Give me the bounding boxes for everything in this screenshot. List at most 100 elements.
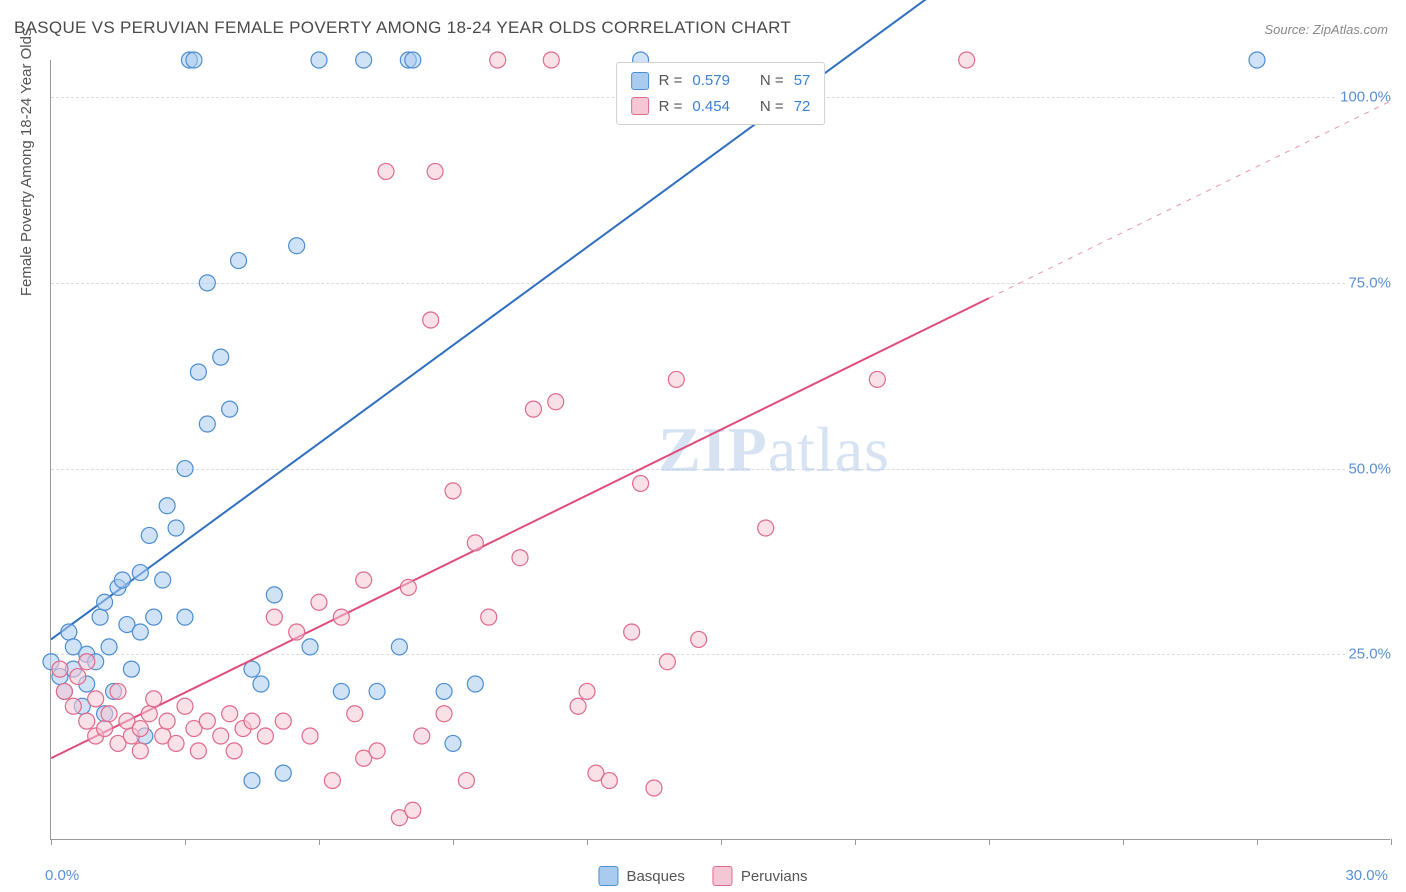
data-point <box>414 728 430 744</box>
data-point <box>141 706 157 722</box>
data-point <box>199 416 215 432</box>
stat-r-label: R = <box>659 68 683 94</box>
data-point <box>222 401 238 417</box>
data-point <box>405 802 421 818</box>
data-point <box>624 624 640 640</box>
data-point <box>467 535 483 551</box>
legend-swatch <box>631 72 649 90</box>
x-max-label: 30.0% <box>1345 867 1388 884</box>
x-tick <box>185 839 186 845</box>
data-point <box>114 572 130 588</box>
data-point <box>481 609 497 625</box>
data-point <box>490 52 506 68</box>
chart-title: BASQUE VS PERUVIAN FEMALE POVERTY AMONG … <box>14 18 791 38</box>
x-tick <box>1123 839 1124 845</box>
x-tick <box>51 839 52 845</box>
data-point <box>311 52 327 68</box>
x-tick <box>721 839 722 845</box>
data-point <box>159 713 175 729</box>
data-point <box>199 275 215 291</box>
data-point <box>512 550 528 566</box>
data-point <box>543 52 559 68</box>
stat-n-label: N = <box>760 68 784 94</box>
data-point <box>65 698 81 714</box>
data-point <box>110 683 126 699</box>
data-point <box>378 163 394 179</box>
data-point <box>70 669 86 685</box>
x-tick <box>453 839 454 845</box>
y-axis-label: Female Poverty Among 18-24 Year Olds <box>18 29 35 297</box>
data-point <box>691 631 707 647</box>
data-point <box>244 661 260 677</box>
legend-label: Basques <box>626 868 684 885</box>
data-point <box>601 773 617 789</box>
data-point <box>97 721 113 737</box>
chart-svg <box>51 60 1390 839</box>
plot-area: 25.0%50.0%75.0%100.0% ZIPatlas R = 0.579… <box>50 60 1390 840</box>
data-point <box>159 498 175 514</box>
data-point <box>525 401 541 417</box>
data-point <box>356 572 372 588</box>
source-label: Source: ZipAtlas.com <box>1264 22 1388 37</box>
data-point <box>646 780 662 796</box>
x-tick <box>587 839 588 845</box>
data-point <box>369 743 385 759</box>
data-point <box>177 461 193 477</box>
data-point <box>132 624 148 640</box>
data-point <box>88 691 104 707</box>
data-point <box>155 572 171 588</box>
data-point <box>177 698 193 714</box>
data-point <box>289 238 305 254</box>
data-point <box>266 587 282 603</box>
data-point <box>213 349 229 365</box>
data-point <box>436 683 452 699</box>
data-point <box>213 728 229 744</box>
stats-legend-row: R = 0.454N = 72 <box>631 94 811 120</box>
data-point <box>132 721 148 737</box>
data-point <box>400 579 416 595</box>
data-point <box>633 475 649 491</box>
stat-n-value: 57 <box>794 68 811 94</box>
data-point <box>445 483 461 499</box>
data-point <box>146 691 162 707</box>
legend-swatch <box>598 866 618 886</box>
stat-r-label: R = <box>659 94 683 120</box>
series-legend: Basques Peruvians <box>598 866 807 886</box>
data-point <box>244 713 260 729</box>
data-point <box>186 52 202 68</box>
stat-n-label: N = <box>760 94 784 120</box>
data-point <box>405 52 421 68</box>
data-point <box>101 639 117 655</box>
data-point <box>548 394 564 410</box>
data-point <box>324 773 340 789</box>
data-point <box>659 654 675 670</box>
data-point <box>146 609 162 625</box>
stat-n-value: 72 <box>794 94 811 120</box>
data-point <box>79 654 95 670</box>
legend-item: Basques <box>598 866 684 886</box>
legend-label: Peruvians <box>741 868 808 885</box>
chart-container: BASQUE VS PERUVIAN FEMALE POVERTY AMONG … <box>0 0 1406 892</box>
x-tick <box>855 839 856 845</box>
data-point <box>222 706 238 722</box>
data-point <box>199 713 215 729</box>
data-point <box>427 163 443 179</box>
data-point <box>570 698 586 714</box>
data-point <box>1249 52 1265 68</box>
data-point <box>141 527 157 543</box>
data-point <box>56 683 72 699</box>
x-tick <box>1391 839 1392 845</box>
x-tick <box>1257 839 1258 845</box>
stats-legend-row: R = 0.579N = 57 <box>631 68 811 94</box>
data-point <box>101 706 117 722</box>
legend-swatch <box>631 97 649 115</box>
data-point <box>132 565 148 581</box>
data-point <box>333 609 349 625</box>
data-point <box>275 713 291 729</box>
data-point <box>52 661 68 677</box>
regression-line-dashed <box>989 101 1391 298</box>
data-point <box>758 520 774 536</box>
data-point <box>436 706 452 722</box>
data-point <box>289 624 305 640</box>
data-point <box>311 594 327 610</box>
